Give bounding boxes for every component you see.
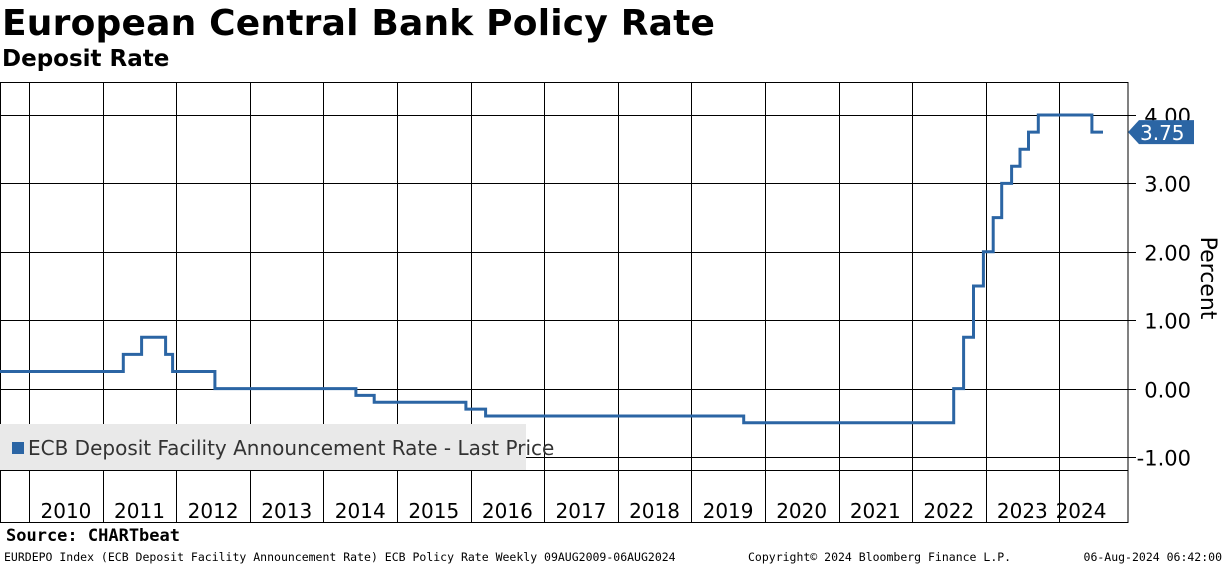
x-tick-label: 2016 xyxy=(482,499,533,523)
source-note: Source: CHARTbeat xyxy=(6,526,180,546)
x-tick-label: 2018 xyxy=(629,499,680,523)
last-value-label: 3.75 xyxy=(1140,121,1185,145)
legend: ECB Deposit Facility Announcement Rate -… xyxy=(0,424,554,470)
x-tick-label: 2019 xyxy=(703,499,754,523)
legend-label: ECB Deposit Facility Announcement Rate -… xyxy=(28,436,555,460)
x-tick-label: 2014 xyxy=(335,499,386,523)
plot-frame xyxy=(0,82,1129,523)
y-tick-label: 1.00 xyxy=(1144,310,1191,334)
x-tick-label: 2013 xyxy=(261,499,312,523)
footer-copyright: Copyright© 2024 Bloomberg Finance L.P. xyxy=(748,550,1012,564)
legend-swatch xyxy=(12,442,24,454)
x-tick-label: 2022 xyxy=(923,499,974,523)
y-axis-label: Percent xyxy=(1195,236,1220,320)
footer-description: EURDEPO Index (ECB Deposit Facility Anno… xyxy=(4,550,676,564)
x-tick-label: 2015 xyxy=(408,499,459,523)
chart-subtitle: Deposit Rate xyxy=(2,46,170,72)
y-tick-label: -1.00 xyxy=(1137,447,1191,471)
last-value-flag xyxy=(1128,120,1194,145)
y-tick-label: 3.00 xyxy=(1144,173,1191,197)
x-tick-label: 2011 xyxy=(114,499,165,523)
footer-timestamp: 06-Aug-2024 06:42:00 xyxy=(1083,550,1222,564)
x-tick-label: 2024 xyxy=(1056,499,1107,523)
x-tick-label: 2017 xyxy=(556,499,607,523)
x-tick-label: 2010 xyxy=(41,499,92,523)
x-tick-label: 2012 xyxy=(188,499,239,523)
x-tick-label: 2021 xyxy=(850,499,901,523)
x-tick-label: 2020 xyxy=(776,499,827,523)
series-line xyxy=(0,113,1103,425)
y-tick-label: 0.00 xyxy=(1144,379,1191,403)
y-tick-label: 2.00 xyxy=(1144,242,1191,266)
chart-title: European Central Bank Policy Rate xyxy=(2,3,716,44)
x-tick-label: 2023 xyxy=(997,499,1048,523)
